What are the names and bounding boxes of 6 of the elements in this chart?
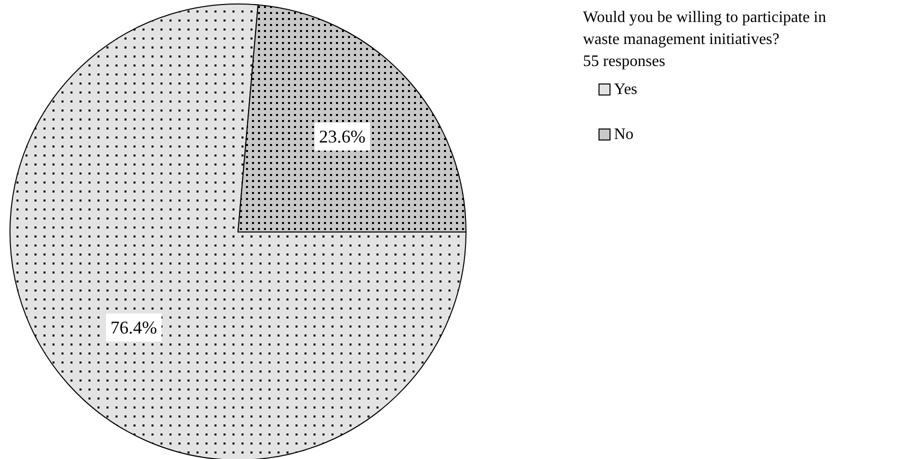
legend-label: Yes	[614, 81, 638, 98]
data-label: 76.4%	[110, 317, 157, 338]
data-label: 23.6%	[319, 126, 366, 147]
legend-label: No	[614, 126, 634, 143]
text: Would you be willing to participate in waste management initiatives?	[583, 9, 826, 48]
text: 55 responses	[583, 53, 666, 70]
